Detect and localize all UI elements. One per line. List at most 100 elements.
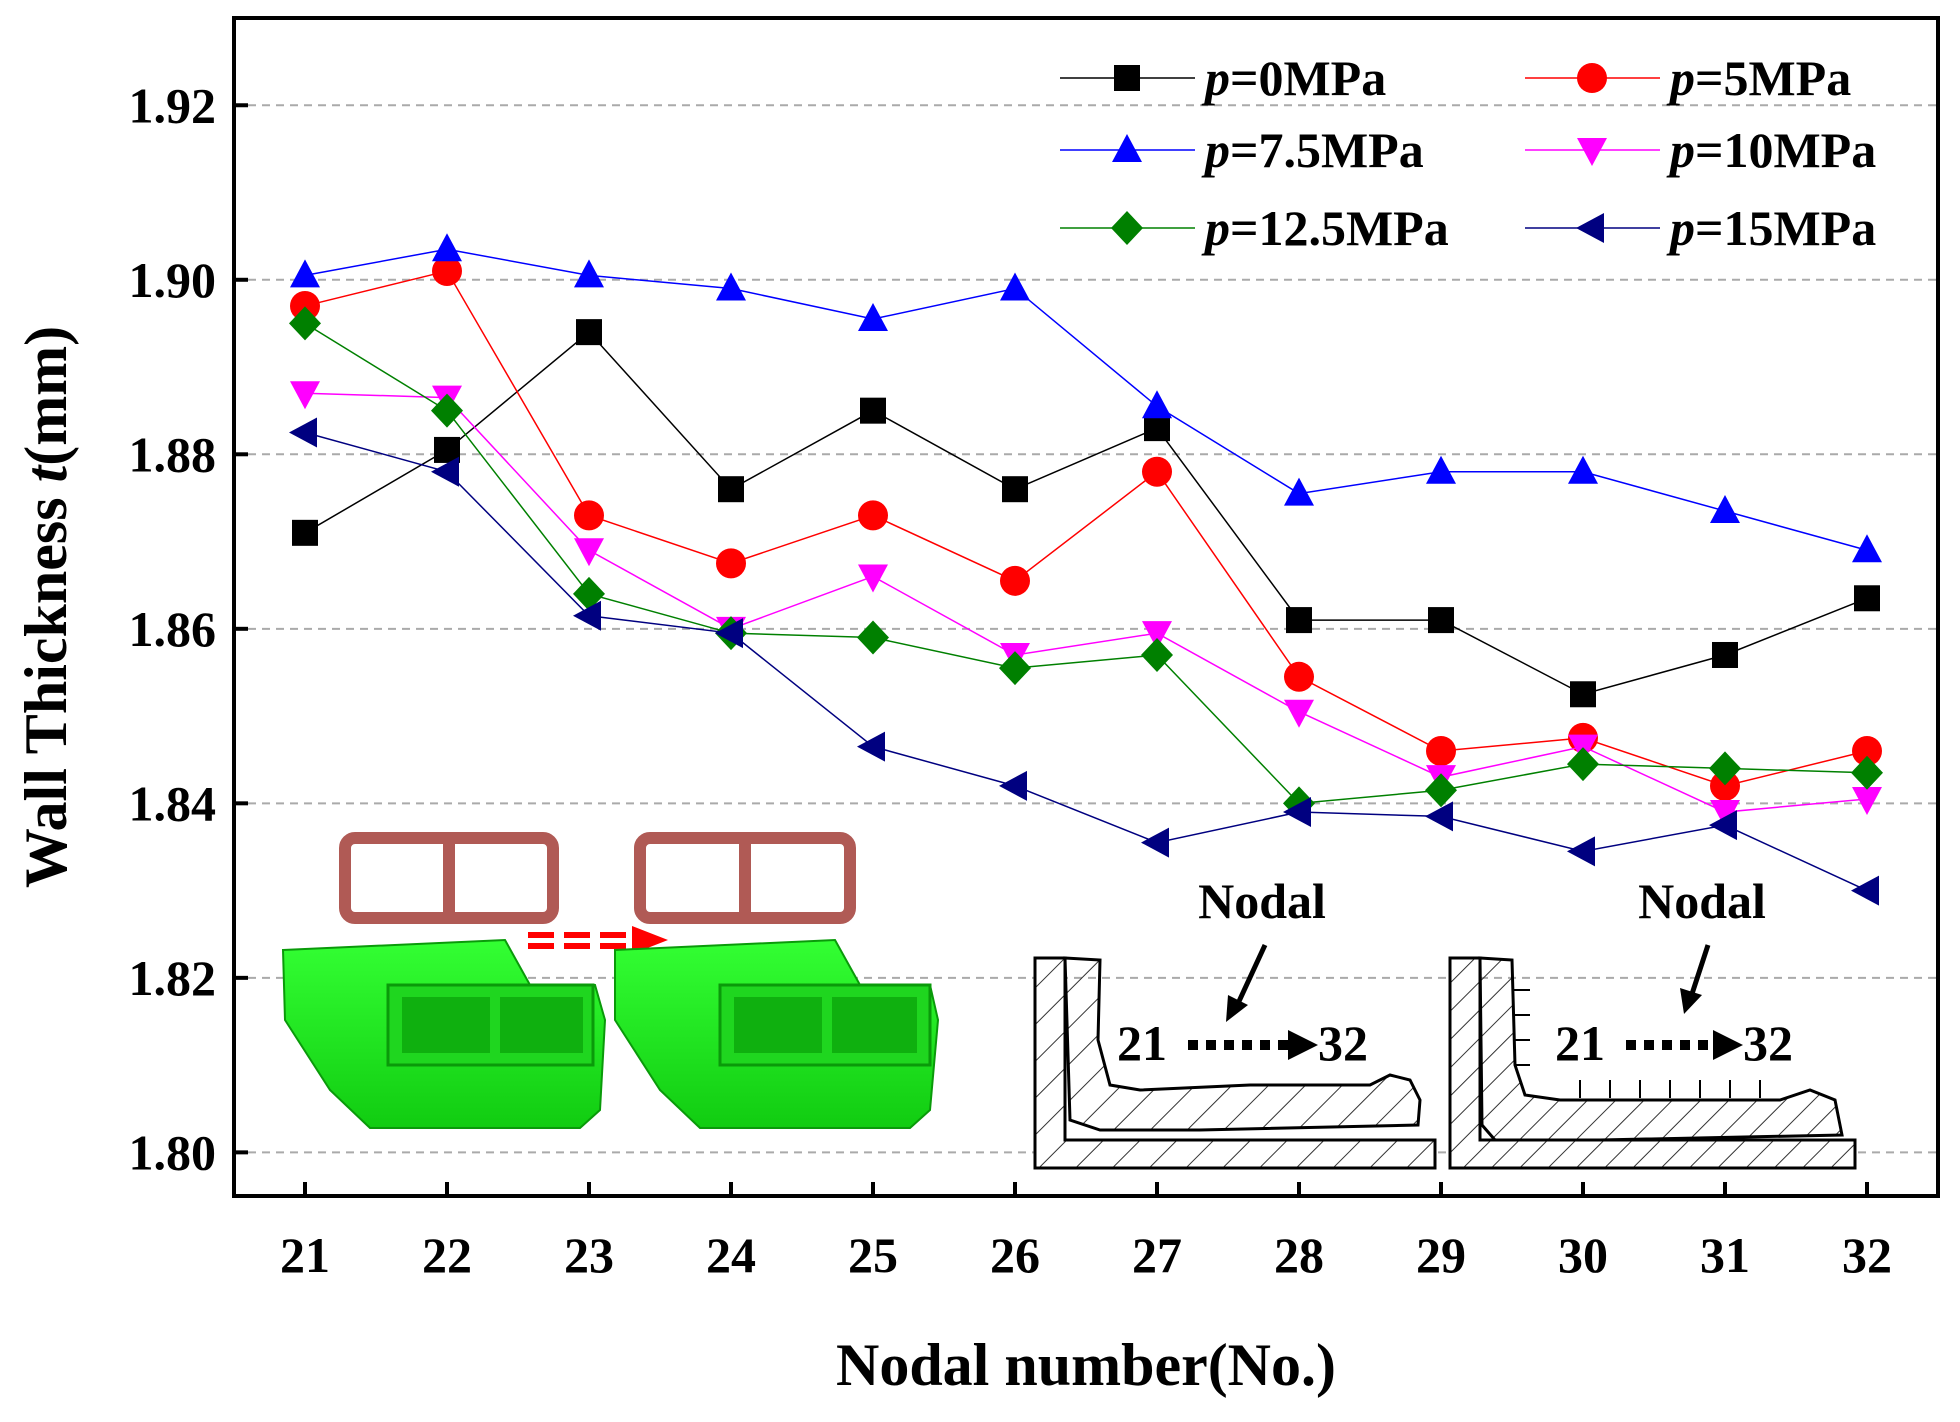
legend-marker-0 [1114, 65, 1140, 91]
series-3-point-0 [290, 381, 320, 410]
series-2 [290, 233, 1882, 563]
x-tick-label-5: 26 [990, 1227, 1040, 1283]
legend-value-5: =15MPa [1695, 200, 1876, 256]
section-left-to: 32 [1318, 1015, 1368, 1071]
series-5-point-1 [431, 456, 459, 487]
series-2-point-1 [432, 233, 462, 262]
series-4-point-4 [857, 620, 889, 655]
series-1-point-5 [1000, 565, 1030, 596]
series-5-point-6 [1141, 827, 1169, 858]
x-tick-label-3: 24 [706, 1227, 756, 1283]
y-axis-title-prefix: Wall Thickness [13, 482, 79, 888]
series-4-point-9 [1567, 747, 1599, 782]
x-tick-label-7: 28 [1274, 1227, 1324, 1283]
series-1-point-4 [858, 500, 888, 531]
section-right-to: 32 [1743, 1015, 1793, 1071]
x-tick-label-6: 27 [1132, 1227, 1182, 1283]
series-0-point-8 [1428, 607, 1454, 634]
y-tick-label-4: 1.88 [129, 426, 217, 482]
legend-var-1: p [1666, 50, 1695, 106]
x-tick-label-10: 31 [1700, 1227, 1750, 1283]
series-4-point-6 [1141, 637, 1173, 672]
series-3-point-10 [1710, 800, 1740, 829]
series-5-point-9 [1567, 836, 1595, 867]
series-0-point-2 [576, 319, 602, 346]
series-0-point-4 [860, 397, 886, 424]
section-view-right: Nodal 21 32 [1448, 873, 1857, 1170]
legend-var-5: p [1666, 200, 1695, 256]
x-tick-label-1: 22 [422, 1227, 472, 1283]
legend-entry-0: p=0MPa [1060, 50, 1386, 106]
series-0-point-6 [1144, 415, 1170, 442]
series-5-point-8 [1425, 801, 1453, 832]
series-4 [289, 306, 1883, 821]
legend-marker-1 [1577, 63, 1607, 93]
y-tick-label-2: 1.84 [129, 775, 217, 831]
series-4-point-0 [289, 306, 321, 341]
series-1-point-3 [716, 548, 746, 579]
series-line-4 [304, 322, 1868, 805]
series-3-point-11 [1852, 786, 1882, 815]
legend-value-1: =5MPa [1695, 50, 1851, 106]
series-2-point-10 [1710, 495, 1740, 524]
legend-marker-2 [1112, 134, 1142, 162]
series-2-point-6 [1142, 390, 1172, 419]
y-tick-label-6: 1.92 [129, 77, 217, 133]
legend-entry-5: p=15MPa [1525, 200, 1876, 256]
y-axis-title: Wall Thickness t(mm) [13, 326, 79, 888]
series-1-point-1 [432, 256, 462, 287]
legend-value-0: =0MPa [1230, 50, 1386, 106]
series-1 [290, 256, 1882, 801]
series-3-point-6 [1142, 621, 1172, 650]
x-tick-label-2: 23 [564, 1227, 614, 1283]
series-4-point-11 [1851, 755, 1883, 790]
series-0-point-10 [1712, 641, 1738, 668]
legend-label-2: p=7.5MPa [1201, 122, 1424, 178]
legend-label-0: p=0MPa [1201, 50, 1386, 106]
series-5-point-7 [1283, 797, 1311, 828]
series-2-point-11 [1852, 534, 1882, 563]
x-tick-label-4: 25 [848, 1227, 898, 1283]
series-0-point-7 [1286, 607, 1312, 634]
legend-marker-5 [1576, 213, 1604, 243]
series-line-1 [304, 270, 1868, 787]
series-0-point-0 [292, 519, 318, 546]
series-3-point-4 [858, 564, 888, 593]
series-5-point-10 [1709, 810, 1737, 841]
series-1-point-11 [1852, 735, 1882, 766]
legend-value-4: =12.5MPa [1230, 200, 1449, 256]
series-5-point-11 [1851, 875, 1879, 906]
series-0-point-3 [718, 476, 744, 503]
legend-var-4: p [1201, 200, 1230, 256]
series-2-point-2 [574, 259, 604, 288]
series-4-point-2 [573, 576, 605, 611]
legend-label-3: p=10MPa [1666, 122, 1876, 178]
series-4-point-5 [999, 651, 1031, 686]
section-left-nodal-label: Nodal [1198, 873, 1326, 929]
series-0-point-5 [1002, 476, 1028, 503]
series-2-point-5 [1000, 272, 1030, 301]
y-tick-label-5: 1.90 [129, 252, 217, 308]
series-1-point-7 [1284, 661, 1314, 692]
series-line-3 [304, 392, 1868, 813]
legend-entry-3: p=10MPa [1525, 122, 1876, 178]
series-1-point-10 [1710, 770, 1740, 801]
section-view-left: Nodal 21 32 [1033, 873, 1437, 1170]
series-2-point-8 [1426, 455, 1456, 484]
series-5-point-5 [999, 770, 1027, 801]
green-part-after [614, 938, 940, 1129]
series-line-0 [304, 331, 1868, 696]
pressure-arrows [1514, 989, 1761, 1098]
series-line-5 [304, 431, 1868, 892]
transform-arrow [528, 926, 668, 954]
series-0 [292, 319, 1880, 708]
series-1-point-0 [290, 290, 320, 321]
series-2-point-9 [1568, 455, 1598, 484]
x-tick-label-0: 21 [280, 1227, 330, 1283]
series-4-point-8 [1425, 773, 1457, 808]
insets: Nodal 21 32 Nodal 21 [281, 832, 1857, 1170]
series-3 [290, 381, 1882, 829]
axis-ticks: 1.80 1.82 1.84 1.86 1.88 1.90 1.92 21 22 23 24 25 26… [129, 77, 1893, 1283]
